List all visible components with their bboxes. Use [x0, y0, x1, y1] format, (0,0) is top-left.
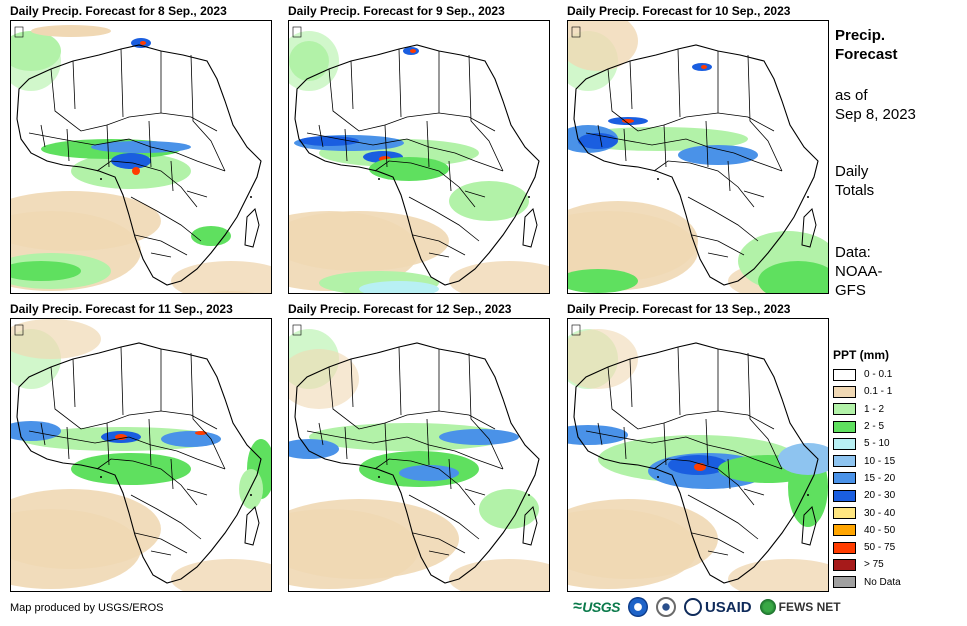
legend-label: 30 - 40 [864, 507, 896, 519]
legend-swatch [833, 507, 856, 520]
precip-map[interactable] [10, 318, 272, 592]
panel-title: Daily Precip. Forecast for 8 Sep., 2023 [10, 4, 227, 18]
as-of-date: Sep 8, 2023 [835, 106, 916, 123]
sidebar-title-line2: Forecast [835, 46, 898, 63]
usaid-logo-text: USAID [704, 598, 752, 616]
noaa-seal-icon [627, 597, 648, 617]
sidebar-data-source: Data: NOAA- GFS [835, 243, 883, 300]
legend-label: 5 - 10 [864, 438, 890, 450]
legend-rows: 0 - 0.1 0.1 - 1 1 - 2 2 - 5 5 - 10 10 - 15 15 … [833, 366, 963, 591]
legend-swatch [833, 455, 856, 468]
sidebar-title-line1: Precip. [835, 27, 886, 44]
legend-label: 0.1 - 1 [864, 386, 893, 398]
legend-item: 30 - 40 [833, 504, 963, 521]
precip-map[interactable] [288, 20, 550, 294]
legend-item: 20 - 30 [833, 487, 963, 504]
legend-label: 10 - 15 [864, 455, 896, 467]
panel-title: Daily Precip. Forecast for 12 Sep., 2023 [288, 302, 512, 316]
legend-item: 0.1 - 1 [833, 383, 963, 400]
usgs-wave-icon: ≈ [573, 598, 582, 615]
data-line2: NOAA- [835, 263, 883, 280]
usaid-logo: USAID [683, 598, 752, 616]
legend-swatch [833, 420, 856, 433]
legend-label: No Data [864, 576, 901, 588]
legend-item: 0 - 0.1 [833, 366, 963, 383]
legend-item: 10 - 15 [833, 452, 963, 469]
sidebar-daily-totals: Daily Totals [835, 162, 874, 200]
as-of-label: as of [835, 87, 868, 104]
legend-swatch [833, 385, 856, 398]
legend-label: 1 - 2 [864, 403, 885, 415]
usgs-logo-text: USGS [582, 599, 620, 615]
africa-map-svg [568, 21, 828, 293]
data-line1: Data: [835, 244, 871, 261]
legend-swatch [833, 541, 856, 554]
africa-map-svg [289, 21, 549, 293]
daily-line2: Totals [835, 182, 875, 199]
usgs-logo: ≈ USGS [573, 598, 620, 616]
legend-item: 1 - 2 [833, 401, 963, 418]
legend-item: 50 - 75 [833, 539, 963, 556]
daily-line1: Daily [835, 163, 869, 180]
legend-title: PPT (mm) [833, 348, 890, 362]
sidebar-as-of: as of Sep 8, 2023 [835, 86, 916, 124]
fews-globe-icon [759, 599, 776, 615]
sidebar-title: Precip. Forecast [835, 26, 898, 64]
legend-swatch [833, 437, 856, 450]
legend-item: 15 - 20 [833, 470, 963, 487]
legend-swatch [833, 558, 856, 571]
legend-label: 15 - 20 [864, 472, 896, 484]
legend-swatch [833, 368, 856, 381]
legend-label: 40 - 50 [864, 524, 896, 536]
ppt-legend: PPT (mm) 0 - 0.1 0.1 - 1 1 - 2 2 - 5 5 - 10 1… [833, 348, 963, 591]
data-line3: GFS [835, 282, 866, 299]
usaid-seal-icon [683, 598, 702, 616]
fews-logo: FEWS NET [759, 599, 841, 615]
panel-title: Daily Precip. Forecast for 9 Sep., 2023 [288, 4, 505, 18]
panel-title: Daily Precip. Forecast for 13 Sep., 2023 [567, 302, 791, 316]
state-seal-icon [655, 597, 676, 617]
africa-map-svg [289, 319, 549, 591]
precip-map[interactable] [10, 20, 272, 294]
panel-title: Daily Precip. Forecast for 11 Sep., 2023 [10, 302, 233, 316]
legend-label: 50 - 75 [864, 542, 896, 554]
legend-item: 2 - 5 [833, 418, 963, 435]
legend-swatch [833, 489, 856, 502]
legend-swatch [833, 403, 856, 416]
precip-map[interactable] [567, 20, 829, 294]
africa-map-svg [568, 319, 828, 591]
legend-item: 40 - 50 [833, 522, 963, 539]
legend-swatch [833, 472, 856, 485]
panel-title: Daily Precip. Forecast for 10 Sep., 2023 [567, 4, 791, 18]
legend-item: No Data [833, 574, 963, 591]
africa-map-svg [11, 21, 271, 293]
legend-label: 2 - 5 [864, 421, 885, 433]
legend-item: 5 - 10 [833, 435, 963, 452]
precip-map[interactable] [288, 318, 550, 592]
legend-swatch [833, 576, 856, 589]
legend-swatch [833, 524, 856, 537]
legend-item: > 75 [833, 556, 963, 573]
legend-label: 0 - 0.1 [864, 369, 893, 381]
precip-map[interactable] [567, 318, 829, 592]
fews-logo-text: FEWS NET [778, 600, 841, 614]
partner-logos: ≈ USGS USAID FEWS NET [573, 595, 841, 619]
africa-map-svg [11, 319, 271, 591]
map-credit: Map produced by USGS/EROS [10, 602, 164, 614]
legend-label: 20 - 30 [864, 490, 896, 502]
legend-label: > 75 [864, 559, 884, 571]
